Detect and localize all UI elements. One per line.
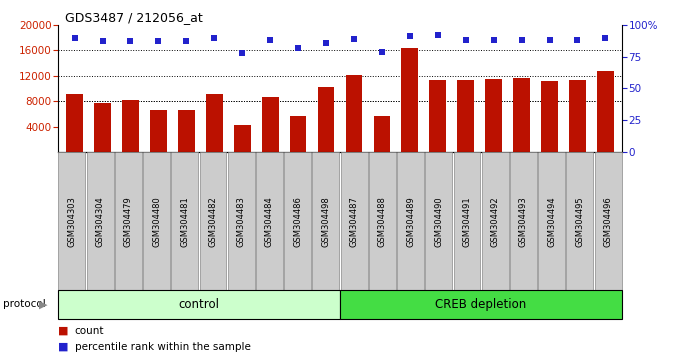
Bar [597, 71, 614, 152]
Text: GSM304495: GSM304495 [575, 196, 584, 247]
Point [516, 37, 527, 43]
Bar [206, 93, 222, 152]
Text: GSM304479: GSM304479 [124, 196, 133, 247]
Text: protocol: protocol [3, 299, 46, 309]
Point [600, 35, 611, 40]
Text: GSM304486: GSM304486 [293, 196, 302, 247]
Bar [541, 81, 558, 152]
Point [432, 32, 443, 38]
Text: GSM304484: GSM304484 [265, 196, 274, 247]
Bar [94, 103, 111, 152]
Text: GSM304487: GSM304487 [350, 196, 358, 247]
Bar [66, 93, 83, 152]
Bar [569, 80, 586, 152]
Text: GSM304491: GSM304491 [462, 196, 471, 247]
Text: GSM304490: GSM304490 [435, 196, 443, 247]
Text: control: control [178, 298, 220, 311]
Bar [373, 116, 390, 152]
Bar [122, 100, 139, 152]
Text: CREB depletion: CREB depletion [435, 298, 527, 311]
Bar [513, 78, 530, 152]
Bar [234, 125, 251, 152]
Point [97, 39, 108, 44]
Text: ■: ■ [58, 326, 68, 336]
Bar [401, 48, 418, 152]
Bar [262, 97, 279, 152]
Bar [290, 116, 307, 152]
Text: GSM304303: GSM304303 [67, 196, 76, 247]
Text: percentile rank within the sample: percentile rank within the sample [75, 342, 251, 352]
Point [69, 35, 80, 40]
Text: count: count [75, 326, 104, 336]
Bar [178, 109, 194, 152]
Text: GSM304489: GSM304489 [406, 196, 415, 247]
Text: GSM304492: GSM304492 [491, 196, 500, 247]
Text: GSM304304: GSM304304 [96, 196, 105, 247]
Point [237, 50, 248, 56]
Point [572, 37, 583, 43]
Text: GSM304481: GSM304481 [180, 196, 189, 247]
Text: GSM304493: GSM304493 [519, 196, 528, 247]
Bar [458, 80, 474, 152]
Bar [429, 80, 446, 152]
Point [377, 49, 388, 55]
Point [181, 39, 192, 44]
Text: GSM304483: GSM304483 [237, 196, 245, 247]
Point [320, 40, 331, 45]
Text: GDS3487 / 212056_at: GDS3487 / 212056_at [65, 11, 203, 24]
Text: GSM304498: GSM304498 [322, 196, 330, 247]
Text: GSM304496: GSM304496 [604, 196, 613, 247]
Text: GSM304482: GSM304482 [209, 196, 218, 247]
Text: GSM304494: GSM304494 [547, 196, 556, 247]
Point [405, 33, 415, 39]
Point [265, 37, 275, 43]
Point [125, 39, 136, 44]
Text: GSM304488: GSM304488 [378, 196, 387, 247]
Point [292, 45, 303, 51]
Bar [150, 109, 167, 152]
Bar [486, 79, 502, 152]
Point [460, 37, 471, 43]
Point [209, 35, 220, 40]
Bar [345, 75, 362, 152]
Bar [318, 87, 335, 152]
Point [153, 39, 164, 44]
Point [488, 37, 499, 43]
Text: ▶: ▶ [39, 299, 47, 309]
Text: GSM304480: GSM304480 [152, 196, 161, 247]
Text: ■: ■ [58, 342, 68, 352]
Point [349, 36, 360, 42]
Point [544, 37, 555, 43]
